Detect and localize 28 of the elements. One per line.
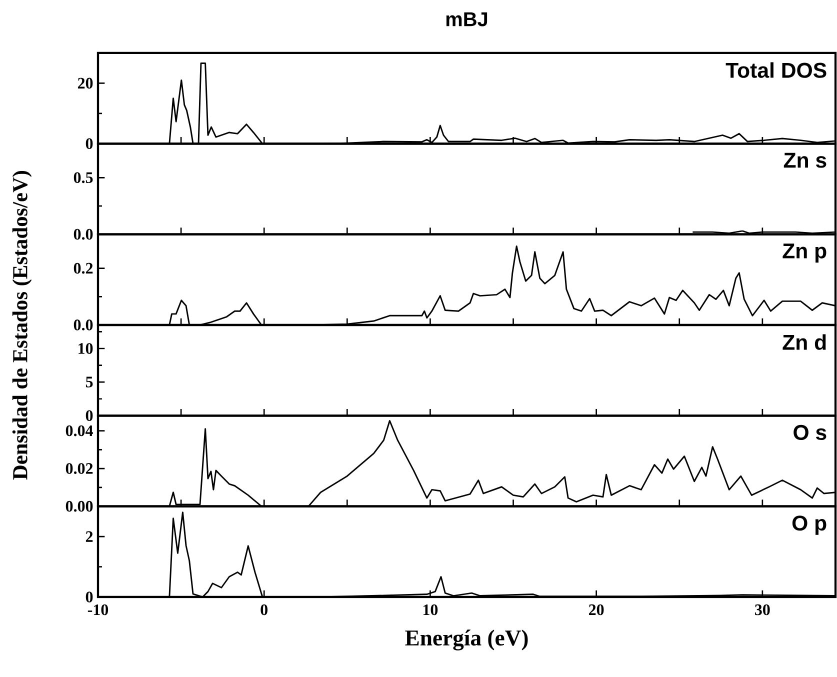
x-tick-label: 20 xyxy=(588,604,604,616)
annotation: Zn s xyxy=(784,152,826,168)
y-tick-label: 10 xyxy=(78,343,93,354)
annotation: Total DOS xyxy=(726,62,826,78)
annotation: Zn d xyxy=(782,334,826,350)
y-tick-label: 0 xyxy=(86,592,93,602)
y-tick-label: 0.0 xyxy=(74,228,93,240)
y-tick-label: 0.00 xyxy=(66,500,93,512)
x-axis-title: Energía (eV) xyxy=(405,630,528,650)
x-tick-label: 30 xyxy=(755,604,770,616)
x-tick-label: 10 xyxy=(423,604,438,616)
x-tick-label: 0 xyxy=(260,604,268,616)
annotation: O p xyxy=(792,516,826,535)
y-tick-label: 0.0 xyxy=(74,320,93,330)
y-tick-label: 0 xyxy=(86,138,93,150)
annotation: O s xyxy=(794,424,826,440)
y-tick-label: 2 xyxy=(86,531,93,542)
y-tick-label: 20 xyxy=(78,78,93,89)
y-tick-label: 0.02 xyxy=(66,463,93,474)
y-tick-label: 0.5 xyxy=(74,172,93,184)
x-tick-label: -10 xyxy=(88,604,108,616)
y-tick-label: 0 xyxy=(86,410,93,422)
y-axis-title: Densidad de Estados (Estados/eV) xyxy=(12,170,32,480)
annotation: Zn p xyxy=(782,244,826,263)
y-tick-label: 0.04 xyxy=(66,425,93,436)
y-tick-label: 0.2 xyxy=(74,262,93,274)
chart-title: mBJ xyxy=(446,12,488,26)
y-tick-label: 5 xyxy=(86,376,93,388)
